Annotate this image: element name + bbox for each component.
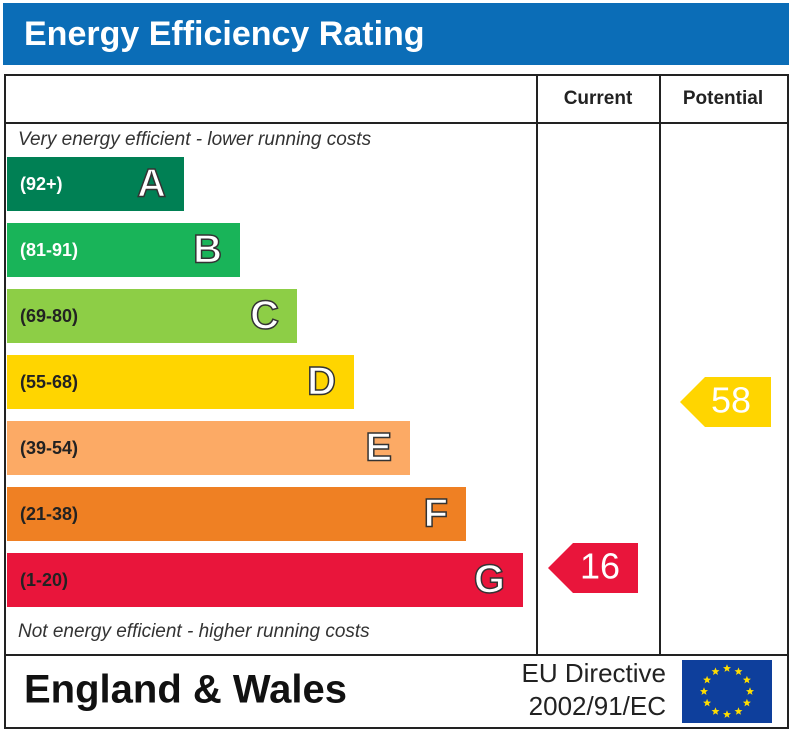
potential-rating: 58 — [711, 380, 751, 421]
band-bar — [7, 289, 297, 343]
eu-star — [746, 687, 754, 695]
band-bar — [7, 421, 410, 475]
bottom-note: Not energy efficient - higher running co… — [18, 621, 370, 642]
frame — [4, 74, 789, 729]
current-rating: 16 — [580, 546, 620, 587]
eu-star — [734, 707, 743, 715]
eu-star — [734, 667, 743, 675]
title: Energy Efficiency Rating — [24, 15, 425, 53]
eu-star — [703, 698, 712, 707]
directive: 2002/91/EC — [529, 691, 666, 721]
eu-stars — [700, 664, 754, 718]
band-bar — [7, 223, 240, 277]
band-letter: B — [193, 228, 222, 272]
current-arrow — [548, 543, 638, 593]
eu-star — [703, 675, 712, 684]
band-letter: D — [307, 360, 336, 404]
band-bar — [7, 487, 466, 541]
band-range: (55-68) — [20, 372, 78, 392]
column-header: Current — [564, 88, 633, 109]
potential-arrow — [680, 377, 771, 427]
eu-star — [711, 707, 720, 715]
band-bar — [7, 157, 184, 211]
band-letter: E — [365, 426, 392, 470]
band-letter: F — [424, 492, 448, 536]
column-header: Potential — [683, 88, 763, 109]
top-note: Very energy efficient - lower running co… — [18, 129, 372, 150]
eu-star — [742, 698, 751, 707]
eu-star — [723, 664, 731, 672]
band-bar — [7, 355, 354, 409]
band-range: (81-91) — [20, 240, 78, 260]
eu-star — [700, 687, 708, 695]
band-range: (92+) — [20, 174, 63, 194]
band-bar — [7, 553, 523, 607]
band-range: (69-80) — [20, 306, 78, 326]
band-range: (39-54) — [20, 438, 78, 458]
band-range: (21-38) — [20, 504, 78, 524]
band-letter: C — [250, 294, 279, 338]
band-letter: G — [474, 558, 505, 602]
region: England & Wales — [24, 668, 347, 712]
eu-star — [723, 710, 731, 718]
band-range: (1-20) — [20, 570, 68, 590]
eu-star — [711, 667, 720, 675]
directive: EU Directive — [522, 658, 666, 688]
band-letter: A — [137, 162, 166, 206]
title-bar — [3, 3, 789, 65]
eu-star — [742, 675, 751, 684]
